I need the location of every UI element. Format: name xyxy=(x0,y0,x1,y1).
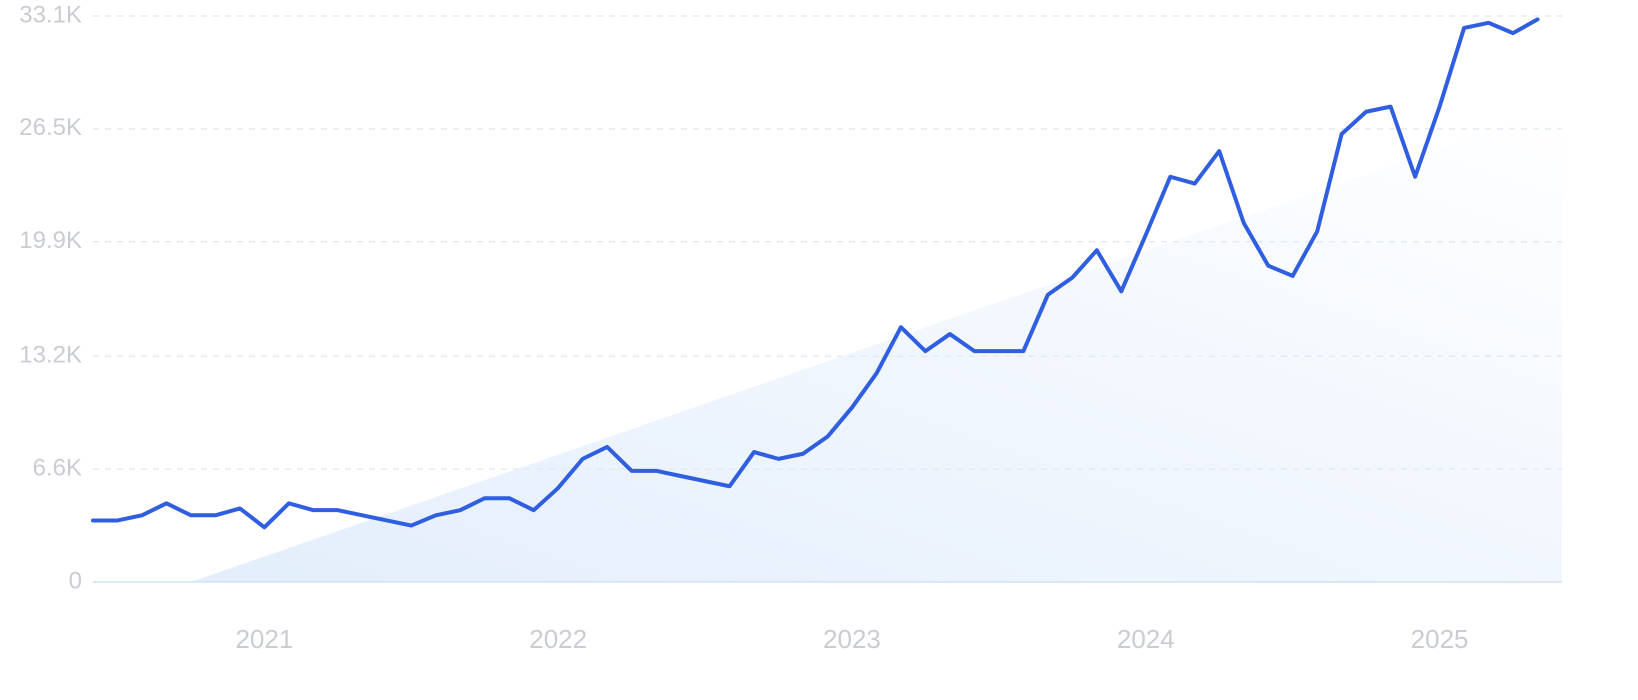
data-point xyxy=(874,371,878,375)
data-point xyxy=(385,518,389,522)
data-point xyxy=(1070,276,1074,280)
data-point xyxy=(409,524,413,528)
data-point xyxy=(164,501,168,505)
trend-area-layer xyxy=(190,106,1562,583)
y-tick-label: 6.6K xyxy=(33,454,82,481)
data-point xyxy=(1242,221,1246,225)
data-point xyxy=(1144,233,1148,237)
data-point xyxy=(605,445,609,449)
data-point xyxy=(1291,274,1295,278)
data-point xyxy=(1438,105,1442,109)
data-point xyxy=(336,508,340,512)
data-point xyxy=(360,513,364,517)
x-tick-label: 2021 xyxy=(235,624,293,654)
data-point xyxy=(1315,229,1319,233)
data-point xyxy=(1119,289,1123,293)
y-tick-label: 33.1K xyxy=(19,1,82,28)
data-point xyxy=(311,508,315,512)
data-point xyxy=(1095,248,1099,252)
x-tick-label: 2025 xyxy=(1411,624,1469,654)
data-point xyxy=(654,469,658,473)
data-point xyxy=(826,435,830,439)
data-point xyxy=(679,474,683,478)
x-tick-label: 2022 xyxy=(529,624,587,654)
y-tick-label: 0 xyxy=(69,567,82,594)
data-point xyxy=(899,325,903,329)
data-point xyxy=(1021,349,1025,353)
data-point xyxy=(850,406,854,410)
data-point xyxy=(458,508,462,512)
y-tick-label: 13.2K xyxy=(19,342,82,369)
data-point xyxy=(91,518,95,522)
data-point xyxy=(581,457,585,461)
data-point xyxy=(213,513,217,517)
data-point xyxy=(189,513,193,517)
series-line xyxy=(91,17,1540,530)
data-point xyxy=(630,469,634,473)
data-point xyxy=(997,349,1001,353)
data-point xyxy=(1217,149,1221,153)
data-point xyxy=(972,349,976,353)
data-point xyxy=(1389,105,1393,109)
x-tick-label: 2023 xyxy=(823,624,881,654)
data-point xyxy=(1536,17,1540,21)
data-point xyxy=(434,513,438,517)
y-tick-label: 19.9K xyxy=(19,227,82,254)
data-point xyxy=(1046,293,1050,297)
data-point xyxy=(703,479,707,483)
data-point xyxy=(1487,21,1491,25)
series-line-layer xyxy=(91,17,1540,530)
data-point xyxy=(923,349,927,353)
data-point xyxy=(483,496,487,500)
data-point xyxy=(1413,175,1417,179)
data-point xyxy=(1462,26,1466,30)
trend-area xyxy=(190,106,1562,583)
data-point xyxy=(1168,175,1172,179)
data-point xyxy=(948,332,952,336)
data-point xyxy=(262,525,266,529)
data-point xyxy=(556,486,560,490)
data-point xyxy=(115,518,119,522)
data-point xyxy=(1340,132,1344,136)
data-point xyxy=(287,501,291,505)
data-point xyxy=(728,484,732,488)
data-point xyxy=(238,506,242,510)
y-axis-ticks: 0 6.6K 13.2K 19.9K 26.5K 33.1K xyxy=(19,1,82,594)
x-tick-label: 2024 xyxy=(1117,624,1175,654)
x-axis-ticks: 2021 2022 2023 2024 2025 xyxy=(235,624,1468,654)
gridlines xyxy=(93,15,1562,583)
data-point xyxy=(532,508,536,512)
data-point xyxy=(801,452,805,456)
data-point xyxy=(140,513,144,517)
data-point xyxy=(1364,110,1368,114)
data-point xyxy=(1193,182,1197,186)
data-point xyxy=(507,496,511,500)
data-point xyxy=(1511,31,1515,35)
data-point xyxy=(1266,264,1270,268)
y-tick-label: 26.5K xyxy=(19,114,82,141)
data-point xyxy=(752,450,756,454)
data-point xyxy=(777,457,781,461)
